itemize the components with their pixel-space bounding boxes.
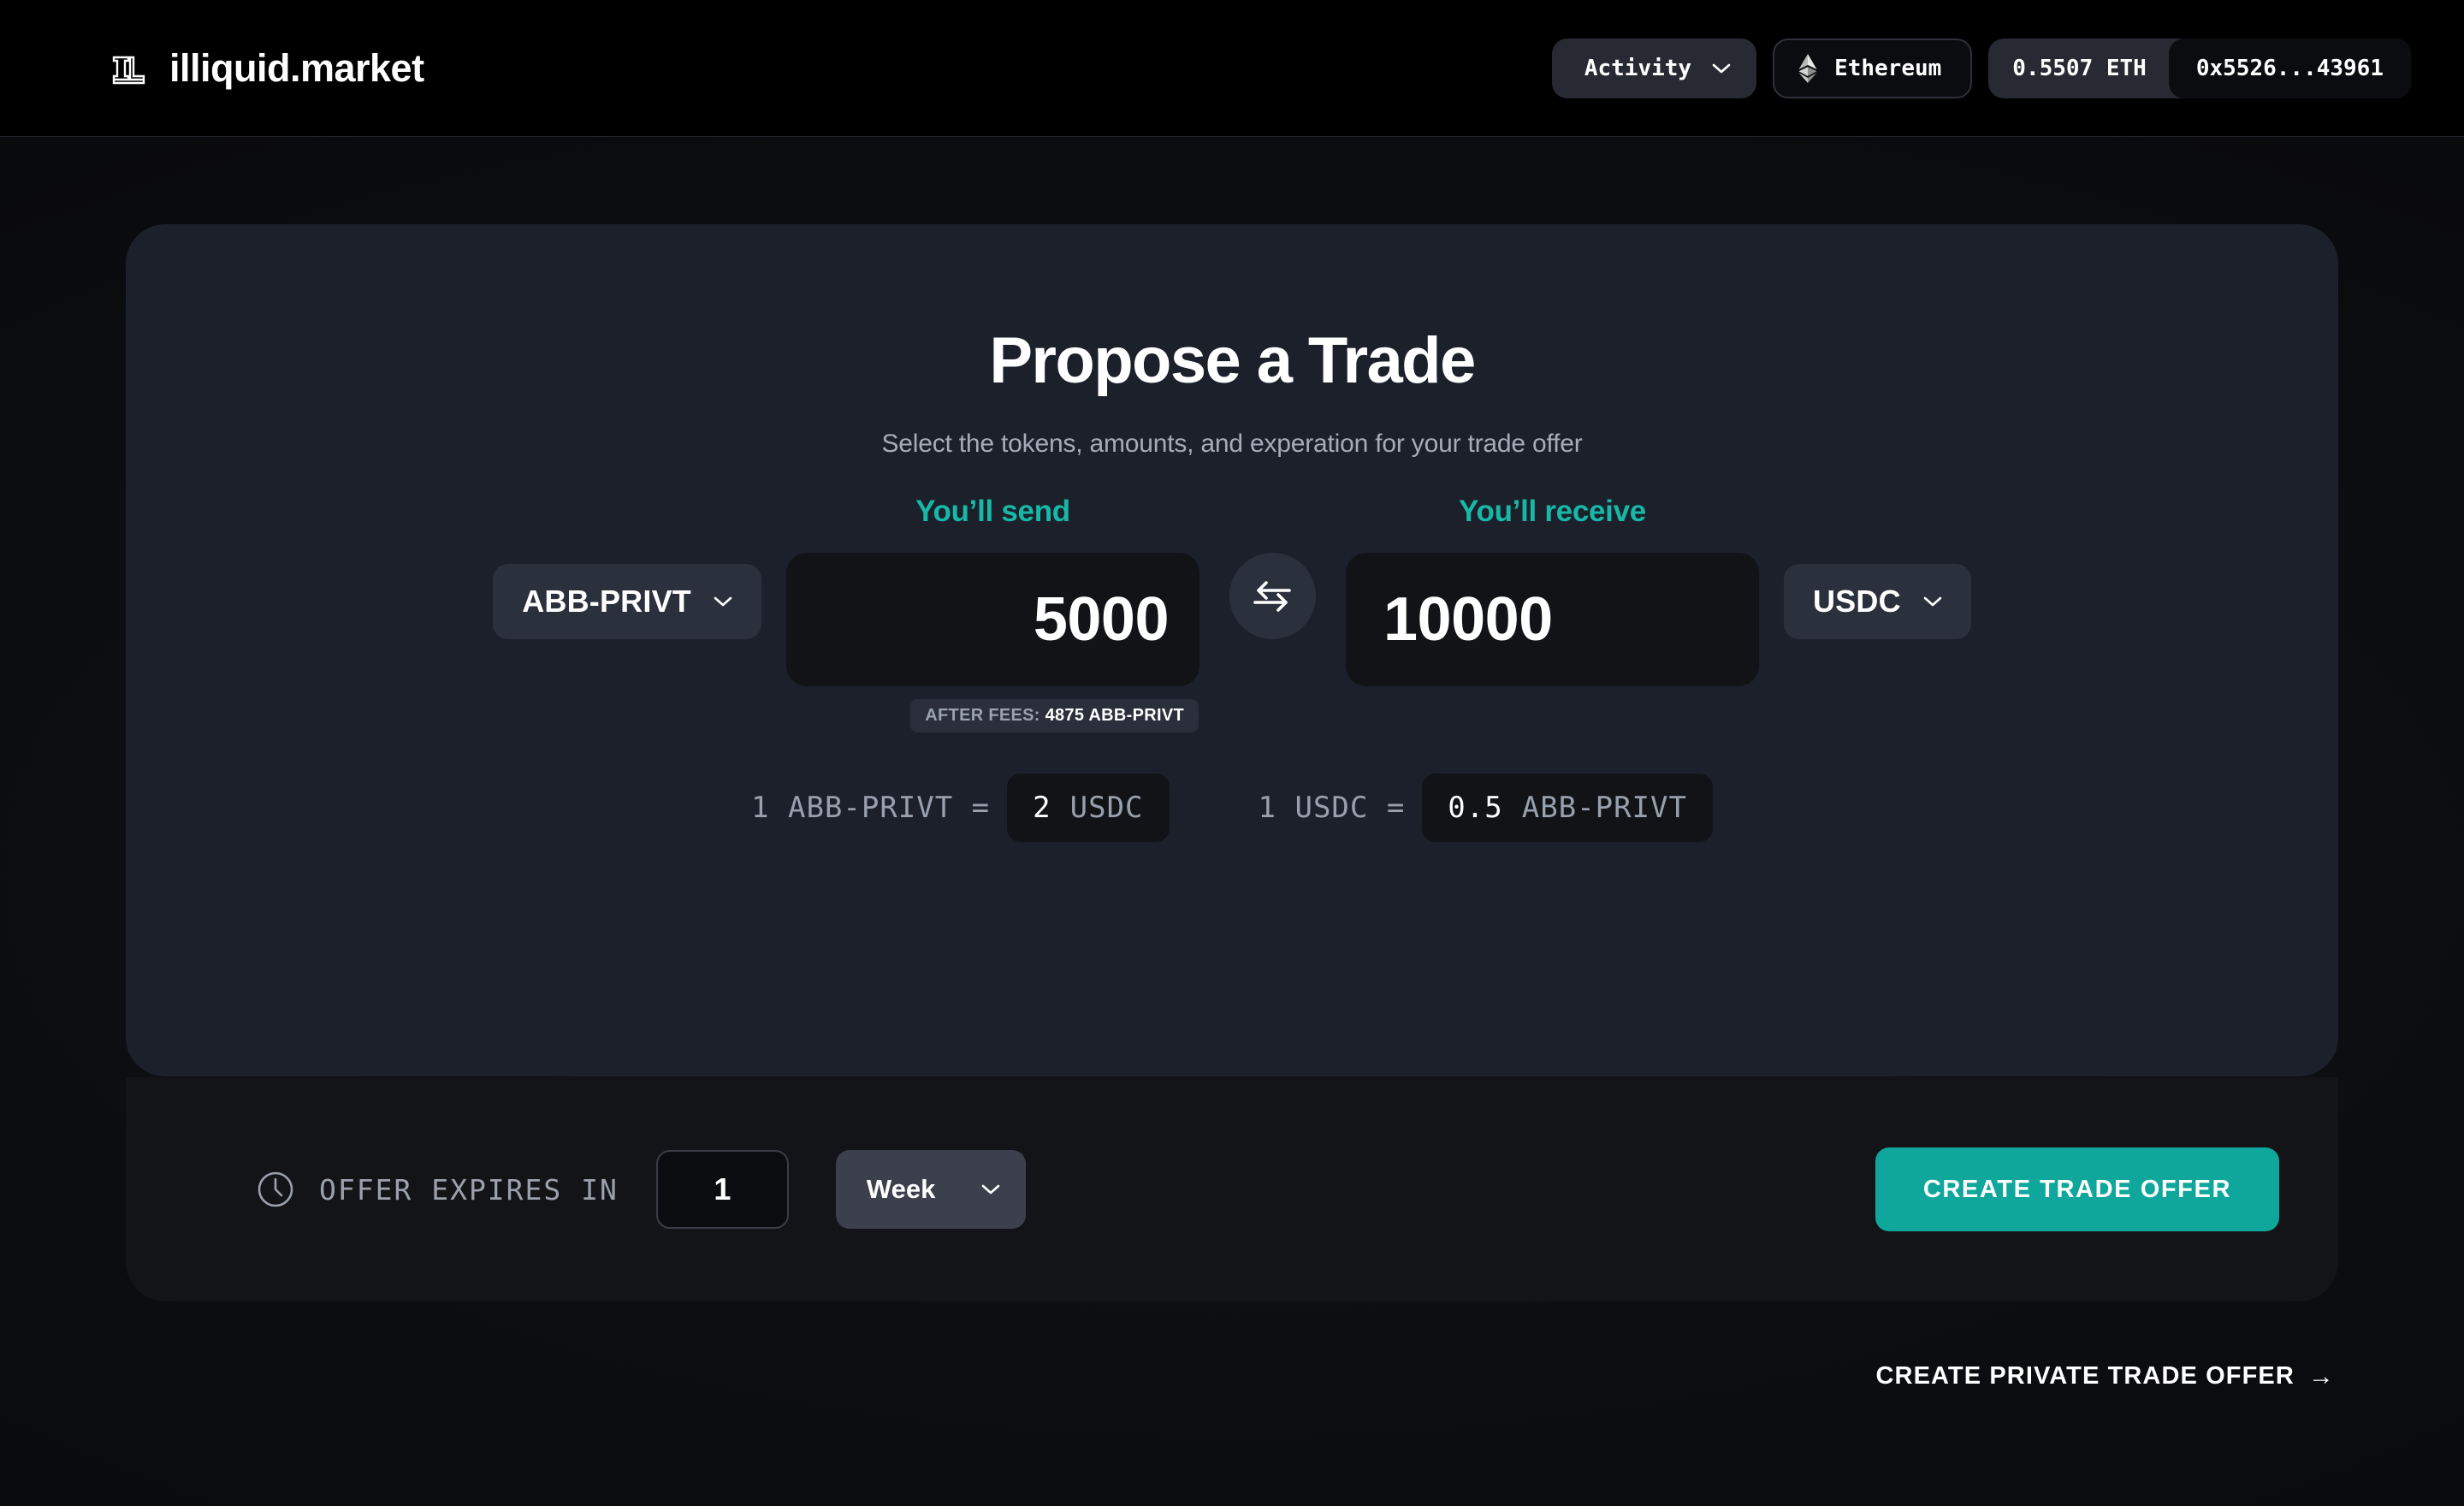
send-amount-col: You’ll send 5000 AFTER FEES: 4875 ABB-PR… — [785, 495, 1199, 732]
network-selector-button[interactable]: Ethereum — [1773, 38, 1973, 98]
create-trade-offer-button[interactable]: CREATE TRADE OFFER — [1875, 1147, 2279, 1231]
after-fees-badge: AFTER FEES: 4875 ABB-PRIVT — [910, 699, 1199, 732]
rate-prefix: 1 ABB-PRIVT = — [751, 791, 991, 825]
send-label: You’ll send — [915, 495, 1070, 528]
brand-name: illiquid.market — [169, 45, 424, 90]
brand-logo[interactable]: illiquid.market — [110, 46, 424, 91]
chevron-down-icon — [1923, 596, 1942, 607]
rate-unit: USDC — [1069, 791, 1144, 825]
page-title: Propose a Trade — [989, 324, 1476, 397]
after-fees-value: 4875 ABB-PRIVT — [1045, 706, 1184, 725]
after-fees-label: AFTER FEES: — [925, 706, 1040, 725]
expiry-controls: OFFER EXPIRES IN 1 Week — [256, 1150, 1026, 1229]
wallet-address[interactable]: 0x5526...43961 — [2168, 38, 2411, 98]
propose-trade-card: Propose a Trade Select the tokens, amoun… — [126, 224, 2338, 1076]
receive-amount-col: You’ll receive 10000 — [1345, 495, 1759, 686]
wallet-balance: 0.5507 ETH — [2012, 55, 2147, 81]
create-private-trade-offer-link[interactable]: CREATE PRIVATE TRADE OFFER → — [1876, 1362, 2336, 1390]
network-label: Ethereum — [1834, 55, 1942, 81]
receive-token-select[interactable]: USDC — [1783, 564, 1971, 639]
chevron-down-icon — [714, 596, 732, 607]
send-amount-input[interactable]: 5000 — [785, 553, 1199, 686]
activity-menu-button[interactable]: Activity — [1551, 38, 1757, 98]
offer-expiry-bar: OFFER EXPIRES IN 1 Week CREATE TRADE OFF… — [126, 1077, 2338, 1301]
expiry-amount-input[interactable]: 1 — [655, 1150, 789, 1229]
header-controls: Activity Ethereum 0.5507 ETH 0x55 — [1551, 38, 2411, 98]
create-private-trade-offer-label: CREATE PRIVATE TRADE OFFER — [1875, 1362, 2295, 1390]
send-token-label: ABB-PRIVT — [522, 584, 691, 619]
chevron-down-icon — [981, 1184, 1000, 1195]
top-header: illiquid.market Activity Ethereum — [0, 0, 2464, 137]
arrow-right-icon: → — [2307, 1361, 2335, 1390]
ethereum-icon — [1798, 53, 1817, 83]
rate-value: 2 — [1033, 791, 1051, 825]
clock-icon — [258, 1171, 293, 1207]
il-monogram-icon — [112, 56, 145, 84]
swap-arrows-icon — [1253, 580, 1292, 612]
receive-amount-input[interactable]: 10000 — [1345, 553, 1759, 686]
rate-input-forward[interactable]: 2 USDC — [1007, 774, 1170, 842]
expiry-unit-label: Week — [866, 1174, 936, 1204]
rate-input-reverse[interactable]: 0.5 ABB-PRIVT — [1422, 774, 1713, 842]
receive-token-label: USDC — [1812, 584, 1901, 619]
activity-label: Activity — [1584, 55, 1692, 81]
receive-label: You’ll receive — [1459, 495, 1646, 528]
rate-prefix: 1 USDC = — [1258, 791, 1406, 825]
trade-inputs-row: ABB-PRIVT You’ll send 5000 AFTER FEES: 4… — [126, 496, 2338, 732]
exchange-rates-row: 1 ABB-PRIVT = 2 USDC 1 USDC = 0.5 ABB-PR… — [126, 774, 2338, 842]
send-side: ABB-PRIVT You’ll send 5000 AFTER FEES: 4… — [493, 496, 1199, 732]
receive-side: You’ll receive 10000 USDC — [1345, 495, 1971, 686]
expiry-unit-select[interactable]: Week — [835, 1150, 1026, 1229]
expiry-label: OFFER EXPIRES IN — [319, 1172, 619, 1207]
rate-send-to-receive: 1 ABB-PRIVT = 2 USDC — [751, 774, 1170, 842]
send-token-select[interactable]: ABB-PRIVT — [493, 564, 761, 639]
page-subtitle: Select the tokens, amounts, and experati… — [881, 430, 1583, 458]
swap-direction-button[interactable] — [1229, 553, 1316, 639]
rate-receive-to-send: 1 USDC = 0.5 ABB-PRIVT — [1259, 774, 1713, 842]
rate-value: 0.5 — [1448, 791, 1503, 825]
rate-unit: ABB-PRIVT — [1521, 791, 1687, 825]
chevron-down-icon — [1712, 63, 1731, 73]
wallet-chip[interactable]: 0.5507 ETH 0x5526...43961 — [1988, 38, 2411, 98]
